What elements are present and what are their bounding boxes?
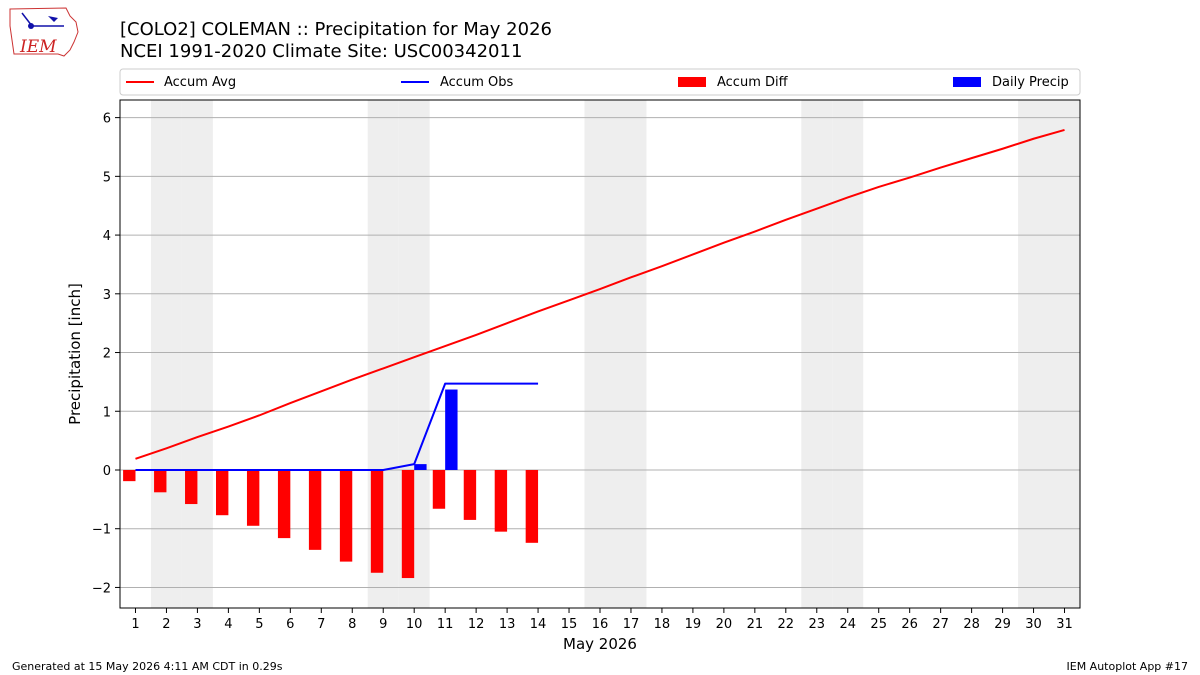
y-tick-label-8: 6 bbox=[103, 112, 111, 127]
x-tick-label-6: 6 bbox=[286, 617, 294, 632]
y-tick-label-6: 4 bbox=[103, 229, 111, 244]
footer-app: IEM Autoplot App #17 bbox=[1067, 660, 1189, 673]
accum-diff-bar-4 bbox=[216, 469, 229, 516]
logo-station-dot bbox=[28, 23, 34, 29]
legend-label-accum-obs: Accum Obs bbox=[440, 75, 513, 90]
accum-diff-bar-10 bbox=[401, 469, 415, 579]
x-tick-label-2: 2 bbox=[162, 617, 170, 632]
x-tick-label-25: 25 bbox=[870, 617, 887, 632]
weekend-band-30 bbox=[1018, 100, 1050, 608]
bars bbox=[123, 389, 539, 579]
accum-diff-bar-7 bbox=[308, 469, 322, 550]
y-tick-label-4: 2 bbox=[103, 347, 111, 362]
accum-obs-line bbox=[135, 382, 539, 471]
x-tick-label-12: 12 bbox=[468, 617, 485, 632]
weekend-band-31 bbox=[1049, 100, 1080, 608]
x-tick-label-18: 18 bbox=[654, 617, 671, 632]
x-tick-label-10: 10 bbox=[406, 617, 423, 632]
x-tick-label-5: 5 bbox=[255, 617, 263, 632]
x-tick-label-7: 7 bbox=[317, 617, 325, 632]
x-tick-label-28: 28 bbox=[963, 617, 980, 632]
legend-label-accum-avg: Accum Avg bbox=[164, 75, 236, 90]
legend-frame bbox=[119, 68, 1081, 96]
x-tick-label-11: 11 bbox=[437, 617, 454, 632]
weekend-shading bbox=[150, 100, 1080, 608]
accum-diff-bar-12 bbox=[463, 469, 477, 520]
x-tick-label-14: 14 bbox=[530, 617, 547, 632]
x-tick-label-17: 17 bbox=[623, 617, 640, 632]
legend-swatch-accum-diff bbox=[678, 77, 706, 87]
y-axis-label: Precipitation [inch] bbox=[66, 283, 84, 425]
accum-diff-bar-1 bbox=[123, 469, 136, 482]
accum-diff-bar-5 bbox=[246, 469, 260, 526]
x-tick-label-20: 20 bbox=[716, 617, 733, 632]
x-axis-ticks: 1 2 3 4 5 6 7 8 9 10 11 12 13 14 15 16 17 18 19 20 21 22 23 24 2… bbox=[131, 608, 1073, 632]
chart-title: [COLO2] COLEMAN :: Precipitation for May… bbox=[120, 19, 552, 40]
x-tick-label-8: 8 bbox=[348, 617, 356, 632]
accum-diff-bar-6 bbox=[277, 469, 291, 539]
weekend-band-16 bbox=[584, 100, 616, 608]
y-tick-label-2: 0 bbox=[103, 464, 111, 479]
x-tick-label-3: 3 bbox=[193, 617, 201, 632]
daily-precip-bar-10 bbox=[414, 464, 427, 470]
x-tick-label-31: 31 bbox=[1056, 617, 1073, 632]
x-tick-label-16: 16 bbox=[592, 617, 609, 632]
x-tick-label-29: 29 bbox=[994, 617, 1011, 632]
weekend-band-2 bbox=[150, 100, 182, 608]
accum-diff-bar-11 bbox=[432, 469, 446, 509]
x-axis-label: May 2026 bbox=[563, 635, 637, 653]
y-tick-label-1: −1 bbox=[92, 523, 111, 538]
legend: Accum Avg Accum Obs Accum Diff Daily Pre… bbox=[119, 68, 1081, 96]
lines bbox=[135, 128, 1065, 471]
weekend-band-24 bbox=[832, 100, 864, 608]
x-tick-label-1: 1 bbox=[131, 617, 139, 632]
x-tick-label-27: 27 bbox=[932, 617, 949, 632]
x-tick-label-22: 22 bbox=[778, 617, 795, 632]
legend-label-daily-precip: Daily Precip bbox=[992, 75, 1069, 90]
x-tick-label-24: 24 bbox=[839, 617, 856, 632]
y-tick-label-3: 1 bbox=[103, 405, 111, 420]
x-tick-label-19: 19 bbox=[685, 617, 702, 632]
weekend-band-17 bbox=[615, 100, 647, 608]
logo-cloud bbox=[48, 16, 58, 22]
x-tick-label-9: 9 bbox=[379, 617, 387, 632]
footer-generated: Generated at 15 May 2026 4:11 AM CDT in … bbox=[12, 660, 283, 673]
logo-text: IEM bbox=[19, 37, 57, 57]
chart-subtitle: NCEI 1991-2020 Climate Site: USC00342011 bbox=[120, 41, 522, 62]
y-tick-label-0: −2 bbox=[92, 581, 111, 596]
accum-diff-bar-9 bbox=[370, 469, 384, 573]
x-tick-label-23: 23 bbox=[809, 617, 826, 632]
x-tick-label-13: 13 bbox=[499, 617, 516, 632]
y-tick-label-7: 5 bbox=[103, 170, 111, 185]
x-tick-label-21: 21 bbox=[747, 617, 764, 632]
accum-diff-bar-8 bbox=[339, 469, 353, 562]
weekend-band-3 bbox=[181, 100, 213, 608]
accum-diff-bar-14 bbox=[525, 469, 539, 543]
accum-diff-bar-3 bbox=[185, 469, 198, 505]
x-tick-label-26: 26 bbox=[901, 617, 918, 632]
legend-swatch-daily-precip bbox=[953, 77, 981, 87]
accum-diff-bar-2 bbox=[154, 469, 167, 493]
x-tick-label-15: 15 bbox=[561, 617, 578, 632]
accum-diff-bar-13 bbox=[494, 469, 508, 532]
legend-label-accum-diff: Accum Diff bbox=[717, 75, 789, 90]
accum-avg-line bbox=[135, 128, 1065, 460]
iem-logo: IEM bbox=[9, 7, 79, 57]
x-tick-label-4: 4 bbox=[224, 617, 232, 632]
y-tick-label-5: 3 bbox=[103, 288, 111, 303]
weekend-band-23 bbox=[801, 100, 833, 608]
y-axis-ticks: −2 −1 0 1 2 3 4 5 6 bbox=[92, 112, 120, 596]
x-tick-label-30: 30 bbox=[1025, 617, 1042, 632]
daily-precip-bar-11 bbox=[445, 389, 458, 470]
